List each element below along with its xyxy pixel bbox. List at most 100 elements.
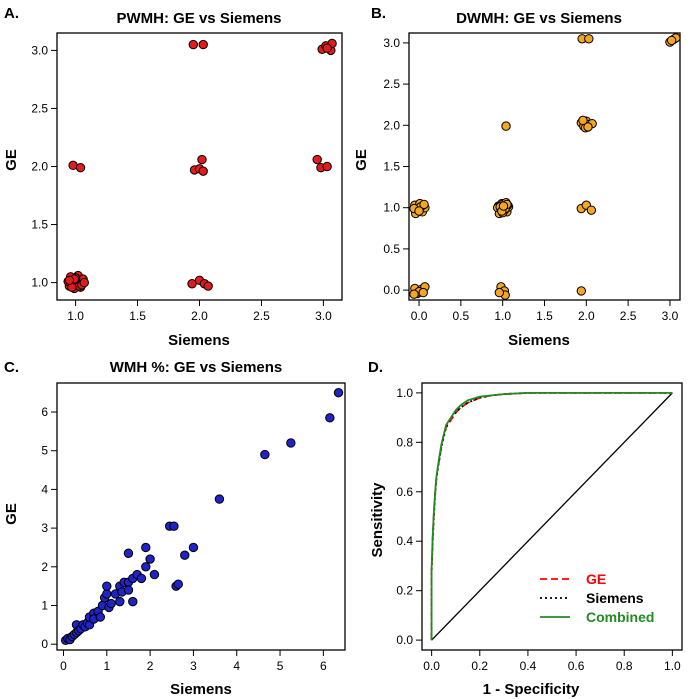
data-point — [322, 43, 332, 53]
data-point — [586, 205, 597, 215]
data-point — [145, 554, 155, 564]
data-point — [198, 39, 208, 50]
x-tick-label: 2.0 — [578, 309, 595, 323]
x-tick-label: 0 — [60, 659, 67, 673]
data-point — [197, 154, 207, 165]
x-tick-label: 0.0 — [423, 659, 440, 673]
x-tick-label: 1.0 — [664, 659, 681, 673]
data-point — [141, 562, 151, 572]
reference-diagonal — [431, 392, 673, 641]
data-point — [260, 449, 270, 460]
data-point — [79, 277, 89, 288]
y-tick-label: 1 — [41, 599, 48, 613]
y-tick-label: 1.5 — [31, 218, 48, 232]
y-tick-label: 5 — [41, 444, 48, 458]
y-tick-label: 2 — [41, 560, 48, 574]
y-tick-label: 3.0 — [31, 43, 48, 57]
x-tick-label: 3.0 — [315, 309, 332, 323]
panel-c: C. WMH %: GE vs Siemens Siemens GE 0 1 2 3 4… — [3, 359, 346, 698]
y-tick-label: 2.5 — [383, 77, 400, 91]
data-point — [187, 279, 197, 289]
panel-b-xlabel: Siemens — [508, 332, 570, 349]
y-tick-label: 3 — [41, 521, 48, 535]
panel-b-ylabel: GE — [353, 149, 370, 171]
roc-line-combined — [430, 391, 673, 641]
panel-letter-d: D. — [368, 359, 383, 376]
data-point — [583, 122, 593, 132]
panel-a-title: PWMH: GE vs Siemens — [116, 10, 281, 27]
data-point — [584, 34, 594, 44]
x-tick-label: 0.0 — [411, 309, 428, 323]
data-point — [286, 438, 296, 448]
x-tick-label: 2.0 — [191, 309, 208, 323]
x-tick-label: 2.5 — [620, 309, 637, 323]
data-point — [322, 161, 332, 172]
data-point — [123, 548, 134, 558]
legend-label: GE — [586, 571, 606, 587]
panel-letter-b: B. — [371, 5, 386, 22]
data-point — [214, 494, 225, 504]
x-tick-label: 0.2 — [471, 659, 488, 673]
data-point — [102, 581, 112, 591]
x-tick-label: 2.5 — [253, 309, 270, 323]
panel-c-title: WMH %: GE vs Siemens — [110, 359, 283, 376]
data-point — [188, 39, 199, 50]
data-point — [180, 550, 190, 560]
panel-b-title: DWMH: GE vs Siemens — [456, 10, 622, 27]
data-point — [666, 35, 677, 46]
y-tick-label: 0.0 — [396, 633, 413, 647]
data-point — [409, 289, 419, 299]
y-tick-label: 0.4 — [396, 534, 413, 548]
panel-c-ylabel: GE — [3, 503, 20, 525]
data-point — [419, 199, 429, 210]
panel-d: D. 1 - Specificity Sensitivity 0.0 0.2 0.4… — [368, 359, 683, 698]
x-tick-label: 5 — [277, 659, 284, 673]
data-point — [312, 154, 322, 165]
panel-letter-c: C. — [4, 359, 19, 376]
x-tick-label: 0.8 — [616, 659, 633, 673]
data-point — [576, 286, 587, 296]
data-point — [149, 569, 160, 580]
y-tick-label: 2.0 — [31, 160, 48, 174]
x-tick-label: 0.5 — [453, 309, 470, 323]
y-tick-label: 0.0 — [383, 283, 400, 297]
x-tick-label: 0.6 — [568, 659, 585, 673]
y-tick-label: 6 — [41, 405, 48, 419]
x-tick-label: 3.0 — [662, 309, 679, 323]
data-point — [418, 287, 428, 298]
data-point — [102, 589, 112, 599]
x-tick-label: 1.5 — [129, 309, 146, 323]
data-point — [123, 585, 134, 595]
y-tick-label: 2.0 — [383, 118, 400, 132]
data-point — [169, 521, 179, 531]
data-point — [141, 542, 151, 553]
panel-d-xlabel: 1 - Specificity — [483, 681, 580, 698]
x-tick-label: 6 — [320, 659, 327, 673]
data-point — [333, 387, 344, 398]
y-tick-label: 1.0 — [396, 386, 413, 400]
panel-d-ylabel: Sensitivity — [369, 482, 386, 558]
y-tick-label: 2.5 — [31, 101, 48, 115]
y-tick-label: 0.8 — [396, 435, 413, 449]
data-point — [188, 542, 199, 553]
panel-b: B. DWMH: GE vs Siemens Siemens GE 0.0 0.5… — [353, 5, 681, 349]
y-tick-label: 1.0 — [31, 276, 48, 290]
data-point — [128, 596, 138, 607]
data-point — [203, 281, 213, 291]
data-point — [136, 573, 147, 584]
panel-a: A. PWMH: GE vs Siemens Siemens GE 1.0 1.5… — [3, 5, 343, 349]
legend-label: Combined — [586, 609, 654, 625]
y-tick-label: 0 — [41, 637, 48, 651]
panel-a-xlabel: Siemens — [168, 332, 230, 349]
data-point — [95, 612, 106, 622]
data-point — [498, 201, 509, 211]
data-point — [173, 579, 183, 589]
y-tick-label: 0.2 — [396, 584, 413, 598]
data-point — [501, 121, 511, 131]
plot-frame — [408, 32, 681, 301]
x-tick-label: 2 — [147, 659, 154, 673]
plot-frame — [56, 382, 346, 651]
y-tick-label: 1.5 — [383, 160, 400, 174]
y-tick-label: 0.6 — [396, 485, 413, 499]
